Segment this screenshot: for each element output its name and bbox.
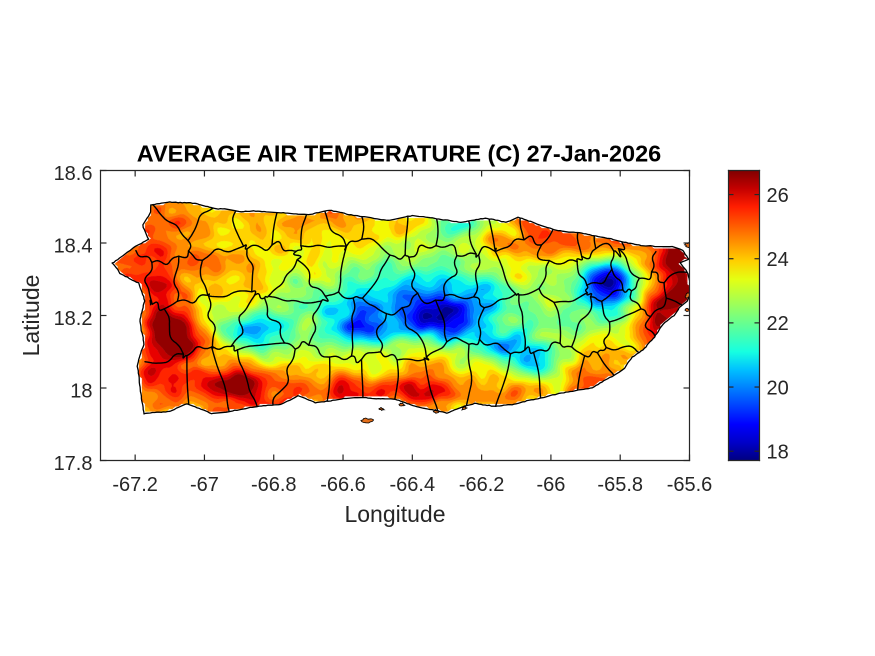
- svg-text:Longitude: Longitude: [344, 501, 445, 527]
- svg-text:-66: -66: [536, 474, 565, 496]
- svg-text:17.8: 17.8: [54, 453, 93, 475]
- svg-text:22: 22: [767, 313, 789, 335]
- svg-text:24: 24: [767, 249, 789, 271]
- svg-text:18.6: 18.6: [54, 163, 93, 185]
- svg-text:-66.2: -66.2: [459, 474, 505, 496]
- svg-text:-66.8: -66.8: [251, 474, 297, 496]
- svg-text:-67.2: -67.2: [112, 474, 158, 496]
- svg-text:18.4: 18.4: [54, 236, 93, 258]
- svg-text:18.2: 18.2: [54, 308, 93, 330]
- svg-text:18: 18: [70, 381, 92, 403]
- svg-text:Latitude: Latitude: [18, 275, 44, 357]
- svg-text:AVERAGE AIR TEMPERATURE (C) 27: AVERAGE AIR TEMPERATURE (C) 27-Jan-2026: [137, 141, 662, 167]
- svg-text:-65.6: -65.6: [667, 474, 713, 496]
- svg-text:26: 26: [767, 185, 789, 207]
- svg-text:-65.8: -65.8: [597, 474, 643, 496]
- svg-text:-67: -67: [190, 474, 219, 496]
- svg-text:20: 20: [767, 377, 789, 399]
- svg-text:18: 18: [767, 441, 789, 463]
- svg-text:-66.6: -66.6: [320, 474, 366, 496]
- svg-text:-66.4: -66.4: [390, 474, 436, 496]
